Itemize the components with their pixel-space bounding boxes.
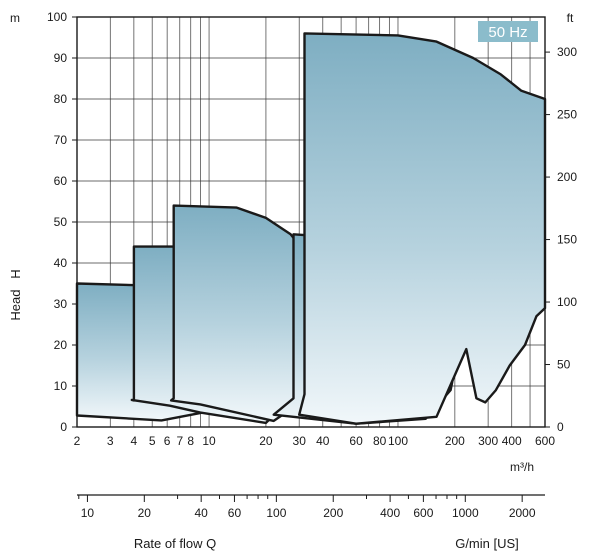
y-left-tick-label: 100 (47, 10, 67, 24)
y-right-tick-label: 100 (557, 295, 577, 309)
x-primary-tick-label: 600 (535, 434, 555, 448)
y-right-tick-label: 200 (557, 170, 577, 184)
y-right-tick-label: 0 (557, 420, 564, 434)
x-primary-tick-label: 400 (502, 434, 522, 448)
y-axis-title: Head H (8, 269, 23, 320)
x-primary-tick-label: 3 (107, 434, 114, 448)
y-left-tick-label: 30 (54, 297, 68, 311)
y-left-tick-labels: 0 10 20 30 40 50 60 70 80 90 100 (47, 10, 77, 434)
x-primary-tick-label: 20 (259, 434, 273, 448)
y-right-tick-label: 250 (557, 108, 577, 122)
y-left-tick-label: 90 (54, 51, 68, 65)
x-primary-tick-label: 30 (293, 434, 307, 448)
y-right-tick-label: 50 (557, 358, 571, 372)
x-primary-tick-label: 80 (373, 434, 387, 448)
y-right-tick-label: 150 (557, 233, 577, 247)
curve-region-5 (298, 32, 547, 425)
x-primary-tick-label: 300 (478, 434, 498, 448)
x-unit-secondary: G/min [US] (455, 536, 519, 551)
x-primary-tick-label: 4 (131, 434, 138, 448)
x-secondary-tick-label: 60 (228, 506, 242, 520)
y-unit-left: m (10, 11, 20, 25)
x-secondary-tick-label: 10 (81, 506, 95, 520)
x-primary-tick-label: 60 (349, 434, 363, 448)
y-right-tick-labels: 0 50 100 150 200 250 300 (545, 45, 577, 434)
frequency-badge-label: 50 Hz (488, 24, 527, 41)
x-primary-tick-label: 5 (149, 434, 156, 448)
y-left-tick-label: 10 (54, 379, 68, 393)
x-primary-tick-label: 200 (445, 434, 465, 448)
x-secondary-ticks: 10 20 40 60 100 200 400 600 1000 2000 (78, 495, 536, 520)
y-unit-right: ft (567, 11, 574, 25)
y-left-tick-label: 0 (60, 420, 67, 434)
performance-curves (75, 32, 547, 425)
x-secondary-tick-label: 600 (413, 506, 433, 520)
x-secondary-tick-label: 200 (323, 506, 343, 520)
x-secondary-tick-label: 100 (266, 506, 286, 520)
x-axis-title: Rate of flow Q (134, 536, 216, 551)
x-unit-primary: m³/h (510, 460, 534, 474)
x-secondary-tick-label: 400 (380, 506, 400, 520)
y-left-tick-label: 60 (54, 174, 68, 188)
x-secondary-tick-label: 1000 (452, 506, 479, 520)
x-primary-tick-label: 10 (202, 434, 216, 448)
x-secondary-tick-label: 20 (138, 506, 152, 520)
y-right-tick-label: 300 (557, 45, 577, 59)
y-left-tick-label: 40 (54, 256, 68, 270)
frequency-badge (478, 21, 538, 42)
x-primary-tick-label: 40 (316, 434, 330, 448)
x-primary-tick-label: 7 (176, 434, 183, 448)
x-secondary-tick-label: 40 (195, 506, 209, 520)
y-left-tick-label: 50 (54, 215, 68, 229)
y-left-tick-label: 80 (54, 92, 68, 106)
x-primary-tick-label: 100 (388, 434, 408, 448)
x-primary-tick-label: 6 (164, 434, 171, 448)
y-left-tick-label: 20 (54, 338, 68, 352)
y-left-tick-label: 70 (54, 133, 68, 147)
x-primary-tick-label: 2 (74, 434, 81, 448)
x-primary-tick-label: 8 (187, 434, 194, 448)
x-primary-tick-labels: 2 3 4 5 6 7 8 10 20 30 40 60 80 100 200 300 400 600 (74, 434, 556, 448)
x-secondary-tick-label: 2000 (509, 506, 536, 520)
